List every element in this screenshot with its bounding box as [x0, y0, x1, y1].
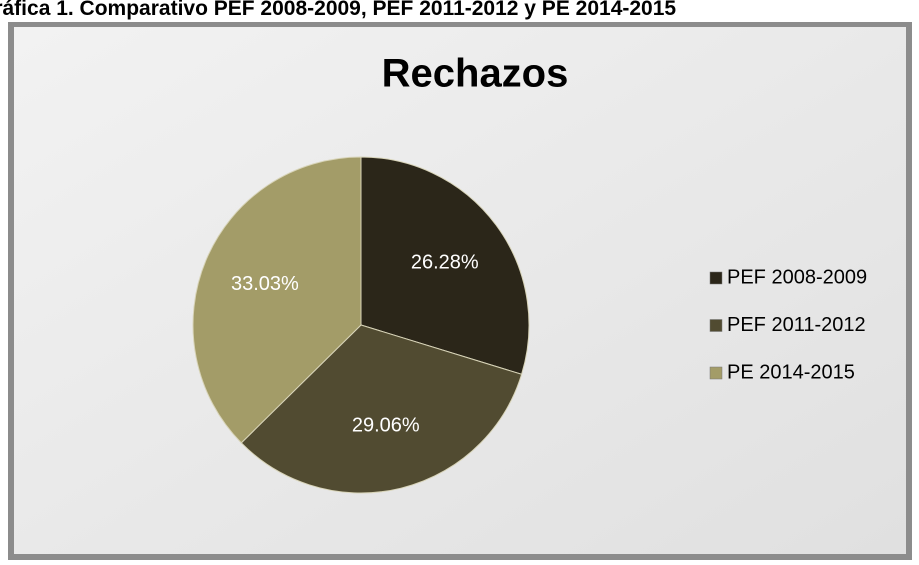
data-label: 26.28%	[411, 251, 479, 273]
caption: Gráfica 1. Comparativo PEF 2008-2009, PE…	[0, 0, 677, 20]
pie-slice	[192, 156, 362, 444]
pie-slice	[240, 324, 523, 494]
data-label: 29.06%	[352, 414, 420, 436]
pie-slice	[360, 156, 530, 375]
legend-swatch	[709, 319, 723, 332]
legend-label: PEF 2011-2012	[727, 314, 866, 336]
caption-box: Gráfica 1. Comparativo PEF 2008-2009, PE…	[0, 0, 919, 22]
legend-swatch	[709, 271, 723, 285]
legend-label: PE 2014-2015	[727, 361, 855, 383]
data-label: 33.03%	[231, 273, 299, 295]
legend-label: PEF 2008-2009	[727, 266, 867, 288]
legend-swatch	[709, 366, 723, 380]
chart-title: Rechazos	[382, 52, 569, 96]
